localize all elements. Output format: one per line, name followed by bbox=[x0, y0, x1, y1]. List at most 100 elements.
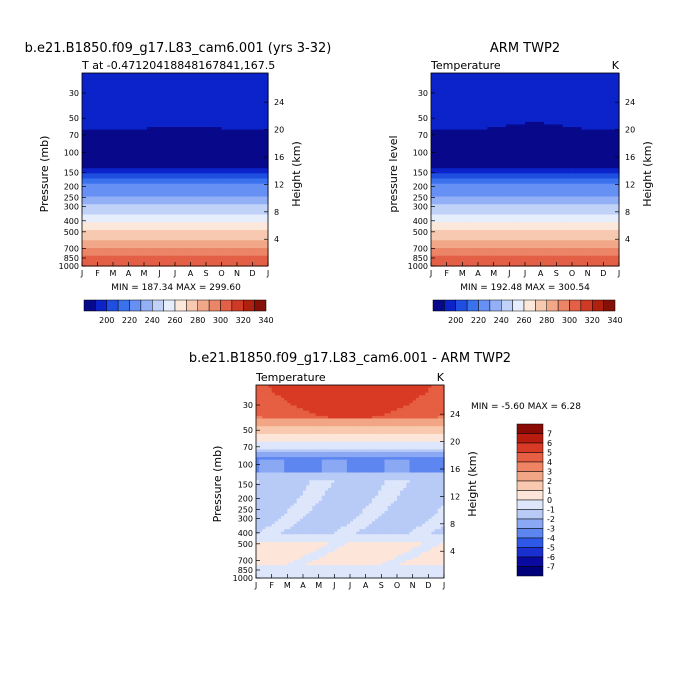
cbar-diff-label-10: -3 bbox=[547, 525, 555, 534]
plot-model-ptick-0: 30 bbox=[69, 89, 79, 98]
cbar-diff-swatch-1 bbox=[516, 433, 544, 444]
panel-obs-subtitle-right: K bbox=[612, 59, 620, 72]
cbar-diff-swatch-10 bbox=[516, 518, 544, 529]
plot-model-mtick-5: J bbox=[157, 269, 160, 278]
plot-diff-mtick-6: J bbox=[348, 581, 351, 590]
plot-obs-ptick-4: 150 bbox=[413, 168, 428, 177]
cbar-diff-label-0: 7 bbox=[547, 430, 552, 439]
cbar-diff-swatch-0 bbox=[516, 423, 544, 434]
cbar-model-swatch-6 bbox=[152, 299, 164, 312]
plot-diff-mtick-0: J bbox=[254, 581, 257, 590]
plot-diff-mtick-8: S bbox=[379, 581, 384, 590]
plot-model-ptick-3: 100 bbox=[64, 148, 79, 157]
plot-diff-cells bbox=[256, 385, 445, 579]
plot-diff-mtick-11: D bbox=[425, 581, 431, 590]
plot-model-mtick-12: J bbox=[266, 269, 269, 278]
panel-obs-ylabel-right: Height (km) bbox=[641, 141, 654, 207]
plot-model-htick-3: 12 bbox=[274, 180, 284, 189]
plot-obs-ptick-12: 1000 bbox=[408, 262, 428, 271]
plot-obs-ptick-2: 70 bbox=[418, 131, 428, 140]
plot-obs-ptick-1: 50 bbox=[418, 114, 428, 123]
plot-diff-htick-3: 12 bbox=[450, 492, 460, 501]
panel-obs-ylabel: pressure level bbox=[387, 135, 400, 212]
plot-obs-mtick-9: O bbox=[569, 269, 575, 278]
plot-diff-ptick-4: 150 bbox=[238, 480, 253, 489]
cbar-obs-swatch-15 bbox=[603, 299, 616, 312]
plot-model-mtick-9: O bbox=[218, 269, 224, 278]
plot-model-ptick-12: 1000 bbox=[59, 262, 79, 271]
plot-obs-mtick-1: F bbox=[444, 269, 449, 278]
plot-model-ptick-9: 500 bbox=[64, 228, 79, 237]
plot-obs-ptick-10: 700 bbox=[413, 244, 428, 253]
plot-diff-mtick-2: M bbox=[284, 581, 291, 590]
cbar-obs-swatch-8 bbox=[523, 299, 536, 312]
plot-diff-ptick-8: 400 bbox=[238, 529, 253, 538]
plot-model-ptick-10: 700 bbox=[64, 244, 79, 253]
plot-obs-mtick-2: M bbox=[459, 269, 466, 278]
plot-diff-mtick-12: J bbox=[442, 581, 445, 590]
cbar-obs-swatch-13 bbox=[580, 299, 593, 312]
plot-obs-ptick-9: 500 bbox=[413, 228, 428, 237]
plot-obs-mtick-4: M bbox=[490, 269, 497, 278]
cbar-diff-swatch-14 bbox=[516, 556, 544, 567]
cbar-diff-swatch-15 bbox=[516, 566, 544, 577]
cbar-obs-label-7: 340 bbox=[607, 316, 622, 325]
cbar-model-label-1: 220 bbox=[122, 316, 137, 325]
cbar-model-swatch-0 bbox=[83, 299, 96, 312]
cbar-model-label-0: 200 bbox=[99, 316, 114, 325]
plot-diff-ptick-7: 300 bbox=[238, 515, 253, 524]
cbar-obs-label-3: 260 bbox=[516, 316, 531, 325]
panel-obs: ARM TWP2 Temperature K 30 50 70 100 150 200 25… bbox=[387, 41, 654, 325]
plot-model-cells bbox=[82, 73, 269, 267]
cbar-model-swatch-4 bbox=[129, 299, 142, 312]
cbar-diff-label-11: -4 bbox=[547, 534, 555, 543]
cbar-model-swatch-9 bbox=[186, 299, 199, 312]
cbar-obs-swatch-12 bbox=[569, 299, 582, 312]
cbar-model-swatch-5 bbox=[140, 299, 153, 312]
cbar-obs-swatch-6 bbox=[501, 299, 513, 312]
panel-obs-subtitle-left: Temperature bbox=[430, 59, 501, 72]
plot-model-mtick-6: J bbox=[173, 269, 176, 278]
plot-model-mtick-3: A bbox=[126, 269, 132, 278]
panel-model-colorbar: 200 220 240 260 280 300 320 340 bbox=[83, 299, 274, 325]
cbar-model-swatch-12 bbox=[220, 299, 233, 312]
panel-obs-colorbar: 200 220 240 260 280 300 320 340 bbox=[432, 299, 623, 325]
plot-obs-mtick-10: N bbox=[585, 269, 591, 278]
plot-obs-ptick-6: 250 bbox=[413, 194, 428, 203]
plot-diff-htick-4: 8 bbox=[450, 520, 455, 529]
plot-diff-mtick-7: A bbox=[363, 581, 369, 590]
panel-diff: b.e21.B1850.f09_g17.L83_cam6.001 - ARM T… bbox=[189, 351, 581, 590]
cbar-diff-label-12: -5 bbox=[547, 544, 555, 553]
cbar-model-swatch-2 bbox=[106, 299, 119, 312]
cbar-obs-swatch-11 bbox=[557, 299, 570, 312]
cbar-diff-label-9: -2 bbox=[547, 515, 555, 524]
cbar-diff-swatch-13 bbox=[516, 547, 544, 558]
cbar-obs-label-6: 320 bbox=[585, 316, 600, 325]
cbar-obs-swatch-4 bbox=[478, 299, 491, 312]
plot-obs-ptick-5: 200 bbox=[413, 183, 428, 192]
cbar-obs-label-4: 280 bbox=[539, 316, 554, 325]
panel-diff-subtitle-left: Temperature bbox=[255, 371, 326, 384]
cbar-obs-swatch-10 bbox=[546, 299, 559, 312]
cbar-diff-label-13: -6 bbox=[547, 553, 555, 562]
plot-model-mtick-1: F bbox=[95, 269, 100, 278]
plot-diff-ptick-1: 50 bbox=[243, 426, 253, 435]
plot-model-htick-1: 20 bbox=[274, 126, 284, 135]
cbar-obs-swatch-9 bbox=[535, 299, 548, 312]
plot-model-ptick-7: 300 bbox=[64, 203, 79, 212]
cbar-diff-label-14: -7 bbox=[547, 563, 555, 572]
cbar-diff-label-4: 3 bbox=[547, 468, 552, 477]
panel-diff-ylabel: Pressure (mb) bbox=[211, 446, 224, 523]
plot-obs-htick-0: 24 bbox=[625, 98, 635, 107]
cbar-model-label-6: 320 bbox=[236, 316, 251, 325]
plot-model-ptick-1: 50 bbox=[69, 114, 79, 123]
panel-model-ylabel-right: Height (km) bbox=[290, 141, 303, 207]
plot-diff-ptick-9: 500 bbox=[238, 540, 253, 549]
cbar-diff-swatch-2 bbox=[516, 442, 544, 453]
cbar-obs-label-1: 220 bbox=[471, 316, 486, 325]
plot-obs-mtick-12: J bbox=[617, 269, 620, 278]
cbar-model-swatch-14 bbox=[243, 299, 255, 312]
cbar-model-label-3: 260 bbox=[167, 316, 182, 325]
